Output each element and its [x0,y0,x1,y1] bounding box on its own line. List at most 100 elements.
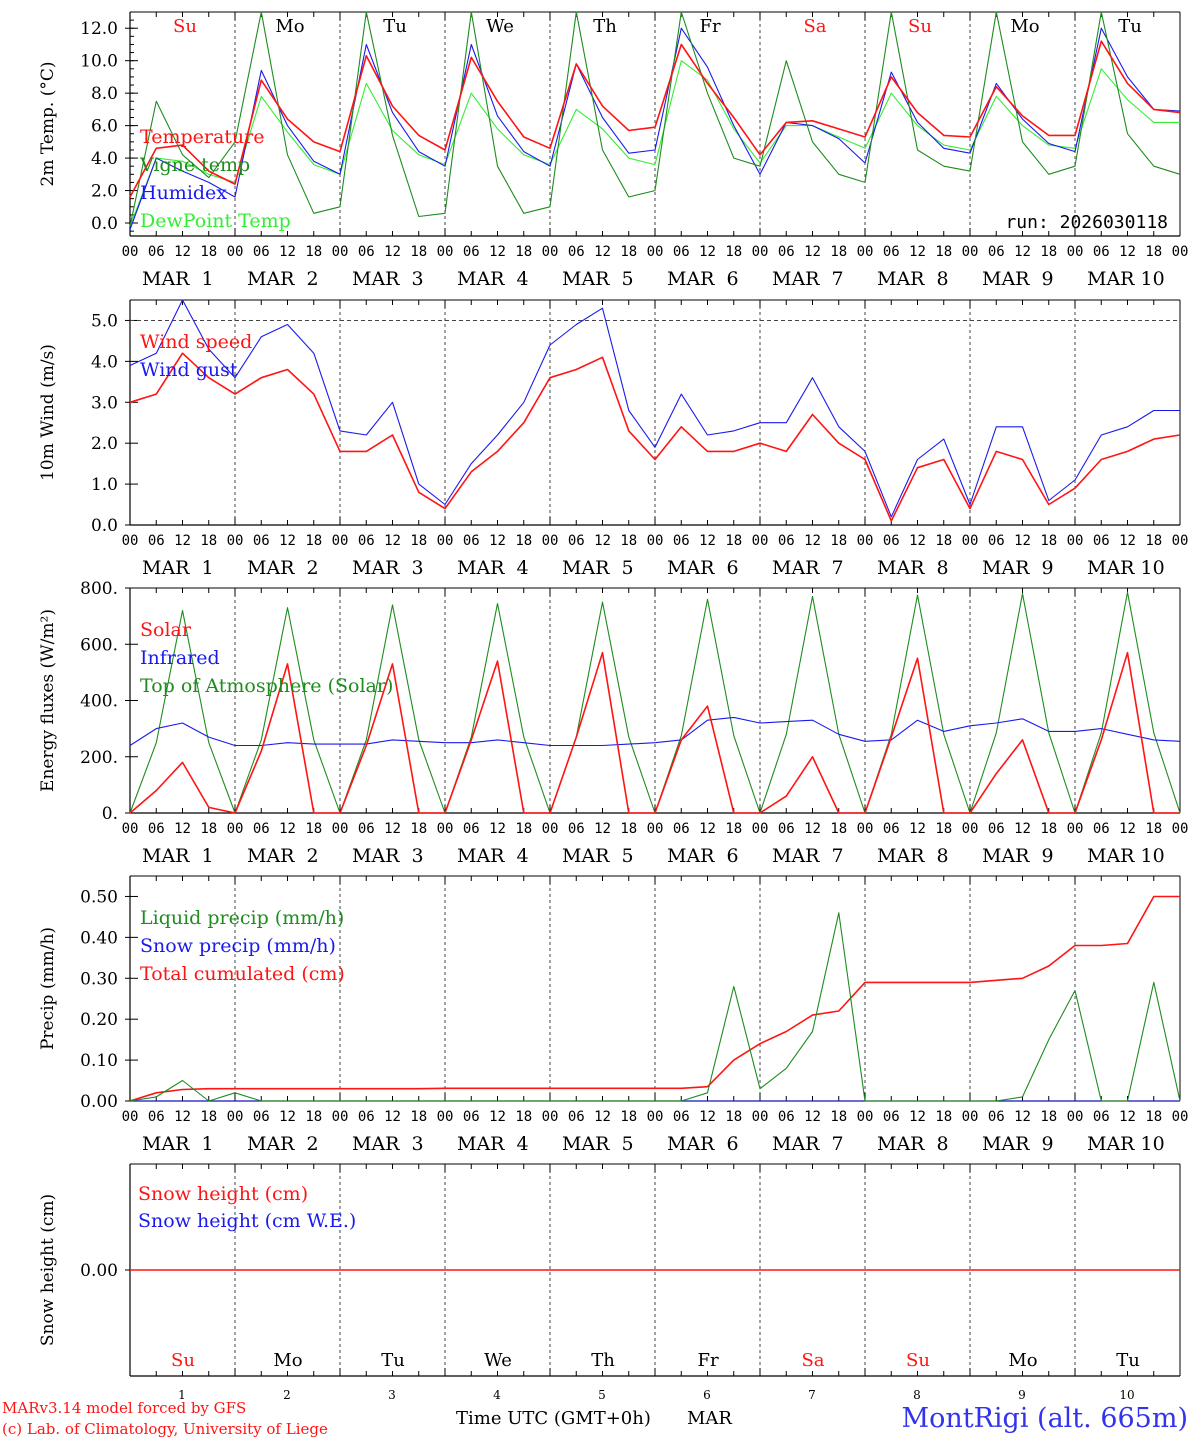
hour-label: 00 [122,533,139,549]
hour-label: 00 [227,533,244,549]
hour-label: 18 [620,1109,637,1125]
date-label: MAR 5 [562,1133,634,1155]
hour-label: 06 [673,1109,690,1125]
hour-label: 06 [1093,533,1110,549]
day-number: 3 [388,1388,396,1402]
hour-label: 12 [279,533,296,549]
hour-label: 12 [1014,821,1031,837]
y-tick-label: 5.0 [91,311,118,331]
hour-label: 06 [778,821,795,837]
date-label: MAR 2 [247,845,319,867]
y-tick-label: 0.40 [80,928,118,948]
y-tick-label: 0.50 [80,887,118,907]
hour-label: 18 [830,1109,847,1125]
y-tick-label: 2.0 [91,434,118,454]
y-axis-title: 10m Wind (m/s) [38,344,58,481]
hour-label: 00 [962,244,979,260]
hour-label: 06 [463,821,480,837]
hour-label: 12 [594,821,611,837]
hour-label: 12 [279,821,296,837]
hour-label: 00 [1067,533,1084,549]
hour-label: 12 [279,1109,296,1125]
hour-label: 00 [332,244,349,260]
hour-label: 00 [857,244,874,260]
day-number: 8 [913,1388,921,1402]
hour-label: 18 [305,244,322,260]
hour-label: 06 [253,533,270,549]
hour-label: 00 [752,244,769,260]
y-tick-label: 4.0 [91,149,118,169]
hour-label: 00 [122,821,139,837]
hour-label: 06 [1093,244,1110,260]
y-axis-title: Snow height (cm) [38,1194,58,1346]
date-label: MAR 9 [982,1133,1054,1155]
weekday-label: Mo [275,16,304,37]
hour-label: 06 [358,1109,375,1125]
hour-label: 12 [1014,244,1031,260]
date-label: MAR 7 [772,268,844,290]
date-label: MAR 9 [982,268,1054,290]
legend-entry: Snow height (cm W.E.) [138,1210,356,1232]
hour-label: 06 [778,244,795,260]
hour-label: 18 [1040,1109,1057,1125]
hour-label: 00 [542,244,559,260]
hour-label: 18 [620,533,637,549]
panel-3: 0. 200. 400. 600. 800. Energy fluxes (W/m²) So… [38,579,1188,867]
model-credit: MARv3.14 model forced by GFS [2,1399,246,1417]
hour-label: 12 [909,1109,926,1125]
hour-label: 00 [857,821,874,837]
hour-label: 06 [988,533,1005,549]
hour-label: 12 [699,1109,716,1125]
hour-label: 12 [489,821,506,837]
hour-label: 18 [200,244,217,260]
y-axis-title: Precip (mm/h) [38,927,58,1050]
date-label: MAR 1 [142,845,214,867]
date-label: MAR 2 [247,1133,319,1155]
hour-label: 18 [725,1109,742,1125]
hour-label: 18 [410,1109,427,1125]
series-line-temperature [129,40,1181,198]
hour-label: 12 [804,244,821,260]
weekday-label: Sa [803,16,826,37]
hour-label: 12 [384,821,401,837]
legend-entry: Wind gust [140,359,238,381]
weekday-label: Mo [1008,1350,1037,1371]
series-line-solar [129,651,1180,814]
y-tick-label: 0. [102,804,118,824]
panel-2: 0.0 1.0 2.0 3.0 4.0 5.0 10m Wind (m/s) Wind spe… [38,299,1188,579]
hour-label: 06 [673,533,690,549]
hour-label: 18 [830,533,847,549]
weekday-label: Tu [1116,1350,1140,1371]
hour-label: 00 [1067,1109,1084,1125]
y-tick-label: 6.0 [91,117,118,137]
hour-label: 18 [725,533,742,549]
hour-label: 00 [962,1109,979,1125]
date-label: MAR 10 [1087,268,1165,290]
y-tick-label: 0.10 [80,1051,118,1071]
hour-label: 00 [857,533,874,549]
hour-label: 18 [305,533,322,549]
date-label: MAR 8 [877,1133,949,1155]
y-tick-label: 12.0 [80,19,118,39]
hour-label: 06 [673,244,690,260]
hour-label: 00 [437,244,454,260]
day-number: 9 [1018,1388,1026,1402]
weekday-label: Su [908,16,932,37]
weekday-label: Fr [699,16,720,37]
date-label: MAR 3 [352,845,424,867]
y-tick-label: 0.30 [80,969,118,989]
hour-label: 06 [988,821,1005,837]
hour-label: 12 [174,533,191,549]
hour-label: 18 [1040,244,1057,260]
hour-label: 18 [200,533,217,549]
series-line-liquid-precip-mm-h- [129,912,1181,1102]
hour-label: 06 [568,244,585,260]
weekday-label: Tu [1118,16,1142,37]
day-number: 5 [598,1388,606,1402]
day-number: 10 [1119,1388,1134,1402]
hour-label: 06 [358,533,375,549]
hour-label: 18 [305,1109,322,1125]
hour-label: 12 [174,821,191,837]
hour-label: 18 [830,821,847,837]
hour-label: 06 [253,244,270,260]
